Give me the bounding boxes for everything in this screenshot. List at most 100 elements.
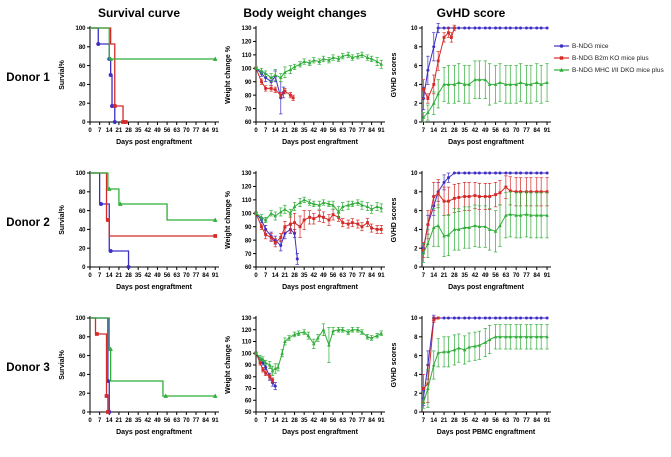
svg-text:100: 100 [75,26,86,32]
svg-text:0: 0 [414,410,418,416]
svg-text:56: 56 [492,273,499,279]
svg-text:63: 63 [173,273,180,279]
svg-text:7: 7 [422,273,426,279]
svg-text:0: 0 [414,265,418,271]
svg-text:14: 14 [272,128,279,134]
svg-text:Weight change %: Weight change % [225,45,232,104]
svg-text:130: 130 [241,26,252,32]
svg-text:21: 21 [441,418,448,424]
svg-text:Days post engraftment: Days post engraftment [116,429,193,436]
svg-text:7: 7 [264,128,268,134]
svg-text:35: 35 [301,418,308,424]
svg-text:80: 80 [245,375,252,381]
svg-text:10: 10 [411,26,418,32]
donor1-row: Donor 1 0 20 40 60 80 100 0 7 14 21 28 35 42 49 56 63 70… [0,20,671,165]
svg-text:28: 28 [125,128,132,134]
svg-text:63: 63 [503,273,510,279]
svg-text:63: 63 [339,273,346,279]
legend-item-bndg: B-NDG mice [554,42,671,50]
svg-text:40: 40 [79,228,86,234]
svg-text:35: 35 [461,128,468,134]
svg-text:63: 63 [339,418,346,424]
svg-text:2: 2 [414,391,418,397]
svg-text:14: 14 [272,273,279,279]
svg-text:0: 0 [82,410,86,416]
svg-text:10: 10 [411,171,418,177]
svg-text:84: 84 [533,273,540,279]
svg-text:70: 70 [349,418,356,424]
svg-text:91: 91 [212,418,219,424]
svg-text:7: 7 [422,128,426,134]
svg-text:14: 14 [272,418,279,424]
svg-text:100: 100 [75,316,86,322]
svg-text:2: 2 [414,246,418,252]
svg-text:84: 84 [533,418,540,424]
svg-text:70: 70 [245,252,252,258]
chart-donor1-gvhd-score: 0 2 4 6 8 10 7 14 21 28 35 42 49 56 63 70 77 84 91 Days pos… [388,20,554,160]
svg-text:21: 21 [116,418,123,424]
legend: B-NDG mice B-NDG B2m KO mice plus B-NDG … [554,20,671,78]
svg-text:28: 28 [291,128,298,134]
svg-text:70: 70 [349,128,356,134]
svg-text:Days post engraftment: Days post engraftment [282,284,359,291]
svg-text:21: 21 [441,273,448,279]
chart-donor1-survival-curve: 0 20 40 60 80 100 0 7 14 21 28 35 42 49 56 63 70 77 84 91 Da… [56,20,222,160]
svg-text:7: 7 [422,418,426,424]
svg-text:56: 56 [164,418,171,424]
svg-text:80: 80 [79,45,86,51]
donor3-row: Donor 3 0 20 40 60 80 100 0 7 14 21 28 35 42 49 56 63 70… [0,310,671,455]
svg-text:90: 90 [245,363,252,369]
svg-text:20: 20 [79,391,86,397]
svg-text:77: 77 [523,273,530,279]
svg-text:21: 21 [282,128,289,134]
svg-text:63: 63 [339,128,346,134]
svg-text:0: 0 [254,418,258,424]
svg-text:4: 4 [414,228,418,234]
svg-text:60: 60 [245,398,252,404]
svg-text:0: 0 [88,418,92,424]
svg-text:63: 63 [173,418,180,424]
svg-text:63: 63 [173,128,180,134]
svg-text:63: 63 [503,128,510,134]
svg-text:80: 80 [79,190,86,196]
svg-text:49: 49 [154,418,161,424]
svg-text:110: 110 [242,340,252,346]
svg-text:40: 40 [79,83,86,89]
svg-text:49: 49 [482,418,489,424]
svg-text:14: 14 [430,418,437,424]
svg-text:GVHD scores: GVHD scores [391,198,398,243]
svg-text:35: 35 [135,128,142,134]
svg-text:6: 6 [414,354,418,360]
svg-text:49: 49 [320,273,327,279]
svg-text:20: 20 [79,101,86,107]
legend-marker-triangle-icon [554,67,569,72]
svg-text:90: 90 [245,80,252,86]
legend-marker-circle-icon [554,44,569,48]
svg-text:28: 28 [291,273,298,279]
svg-text:120: 120 [241,40,252,46]
svg-text:0: 0 [254,273,258,279]
chart-donor3-survival-curve: 0 20 40 60 80 100 0 7 14 21 28 35 42 49 56 63 70 77 84 91 Da… [56,310,222,450]
svg-text:14: 14 [430,273,437,279]
svg-text:77: 77 [523,128,530,134]
svg-text:70: 70 [183,418,190,424]
svg-text:70: 70 [513,418,520,424]
svg-text:0: 0 [82,265,86,271]
svg-text:84: 84 [202,128,209,134]
svg-text:Days post engraftment: Days post engraftment [282,139,359,146]
legend-label: B-NDG MHC I/II DKO mice plus [572,66,664,74]
svg-text:2: 2 [414,101,418,107]
svg-text:50: 50 [245,410,252,416]
chart-donor1-body-weight: 60 70 80 90 100 110 120 130 0 7 14 21 28 35 42 49 56 63 70… [222,20,388,160]
svg-text:84: 84 [533,128,540,134]
svg-text:60: 60 [245,120,252,126]
svg-text:100: 100 [241,66,252,72]
chart-donor3-body-weight: 50 60 70 80 90 100 110 120 130 0 7 14 21 28 35 42 49 56 63… [222,310,388,450]
svg-text:70: 70 [513,273,520,279]
svg-text:91: 91 [378,418,385,424]
svg-text:91: 91 [544,128,551,134]
svg-text:91: 91 [544,273,551,279]
svg-text:42: 42 [144,128,151,134]
svg-text:Days post engraftment: Days post engraftment [116,284,193,291]
svg-text:110: 110 [242,53,252,59]
